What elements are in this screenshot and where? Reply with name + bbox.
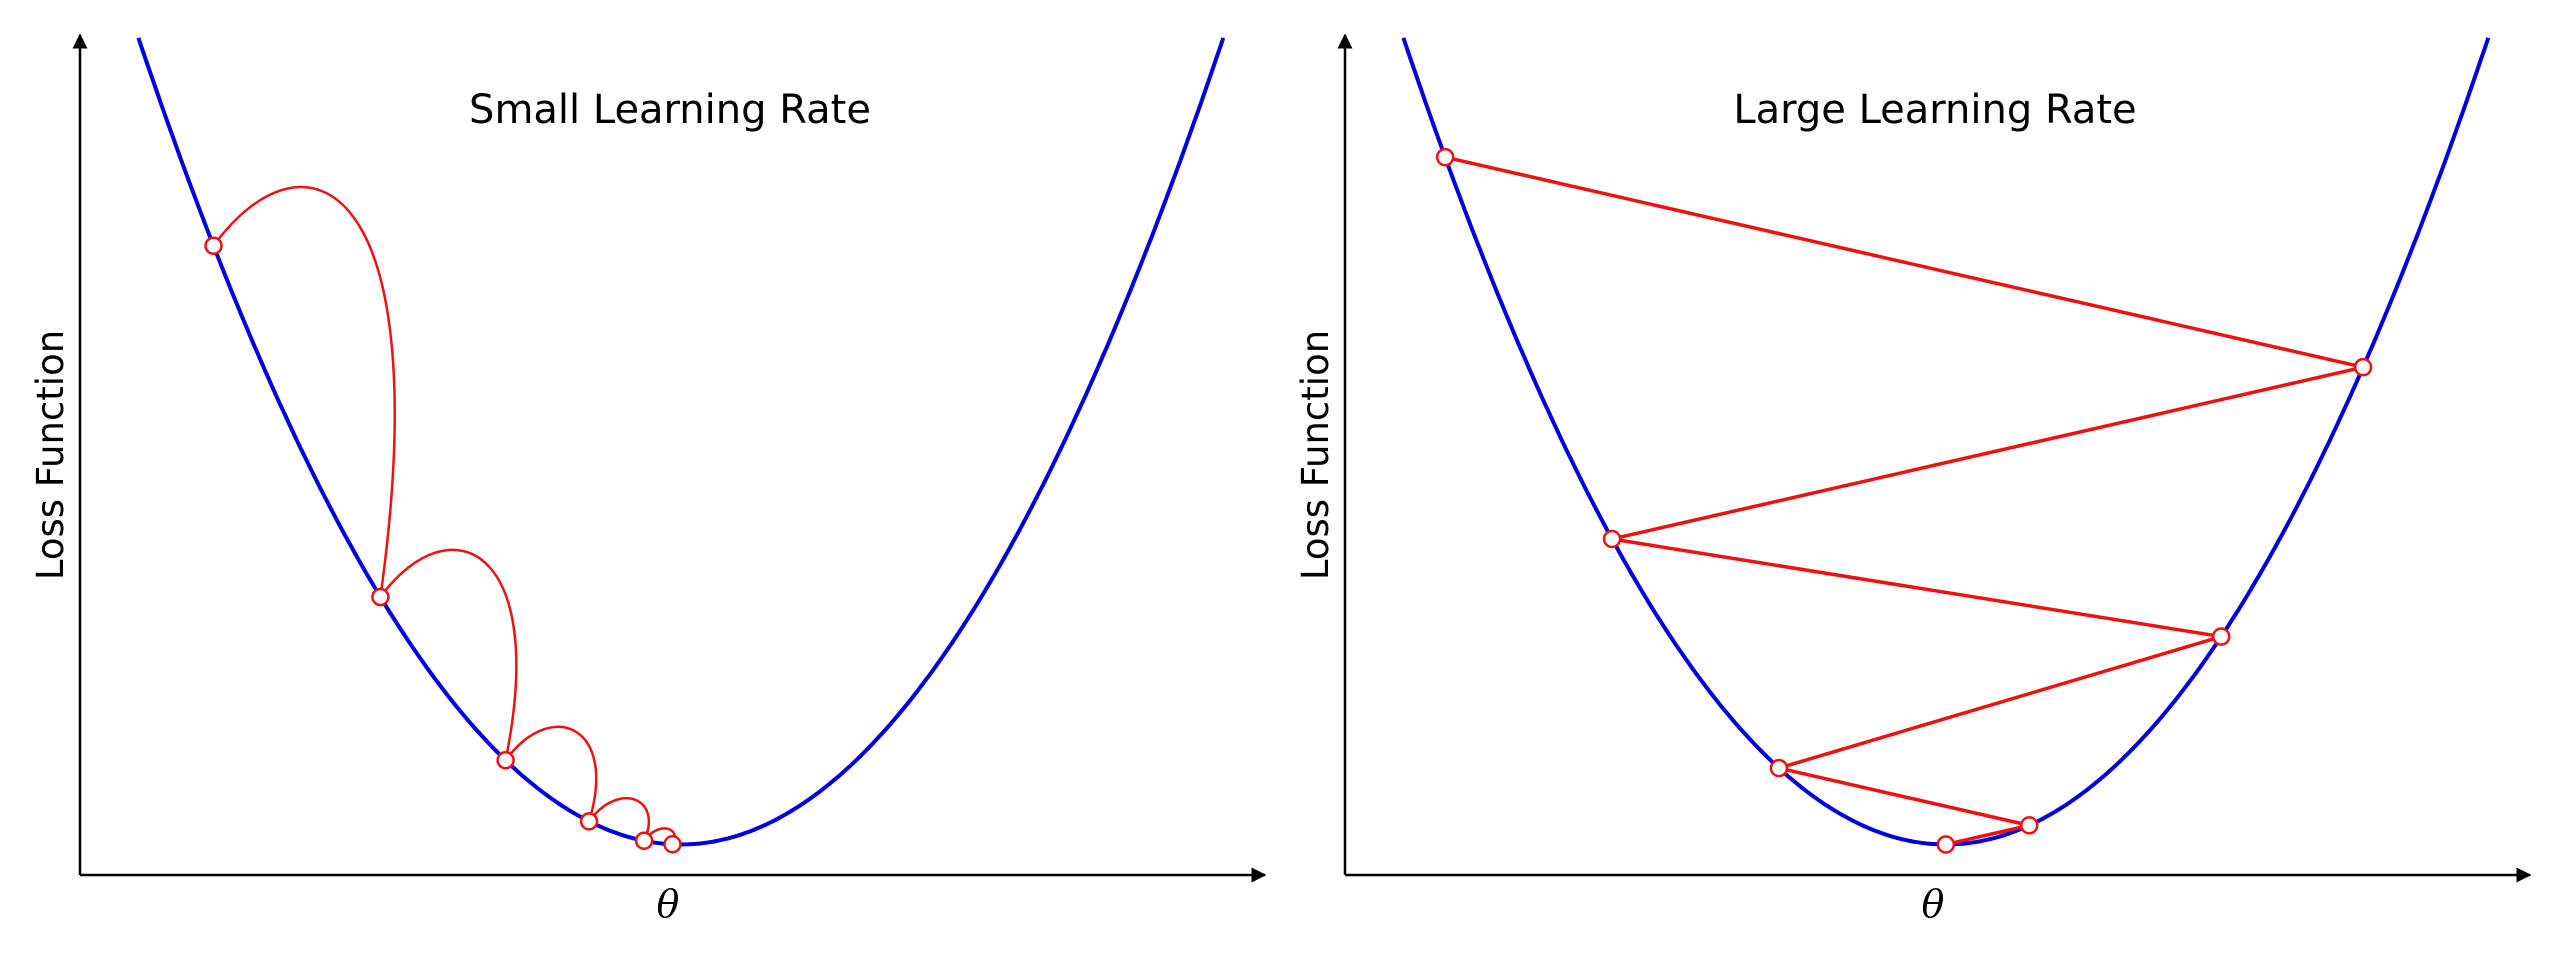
step-markers xyxy=(1435,147,2373,854)
step-marker xyxy=(204,236,223,256)
step-path xyxy=(379,548,518,761)
chart-title: Large Learning Rate xyxy=(1733,87,2136,133)
y-axis-label: Loss Function xyxy=(29,330,72,580)
chart-title: Small Learning Rate xyxy=(469,87,871,133)
step-marker xyxy=(2211,627,2231,646)
loss-curve xyxy=(1401,37,2491,847)
step-path xyxy=(1611,365,2364,541)
step-path xyxy=(1778,766,2030,828)
step-paths xyxy=(212,185,676,845)
step-path xyxy=(504,725,598,822)
step-path xyxy=(212,185,396,598)
step-marker xyxy=(496,751,515,770)
step-marker xyxy=(634,831,654,851)
step-marker xyxy=(2020,816,2039,835)
step-marker xyxy=(1602,529,1622,549)
x-axis-label: θ xyxy=(1922,882,1945,926)
step-marker xyxy=(1435,147,1455,167)
step-marker xyxy=(1936,835,1956,854)
step-path xyxy=(588,796,651,842)
chart-large-learning-rate: Large Learning Rate Loss Function θ xyxy=(1294,33,2532,926)
step-path xyxy=(1444,155,2364,369)
step-marker xyxy=(663,835,682,854)
step-marker xyxy=(579,812,599,831)
step-marker xyxy=(1769,758,1789,778)
x-axis-label: θ xyxy=(657,882,680,926)
loss-curve xyxy=(136,37,1226,847)
step-path xyxy=(1778,634,2222,770)
step-marker xyxy=(2353,357,2373,377)
chart-small-learning-rate: Small Learning Rate Loss Function θ xyxy=(29,33,1267,926)
step-paths xyxy=(1444,155,2364,847)
step-path xyxy=(1945,823,2030,847)
step-marker xyxy=(371,587,390,607)
step-path xyxy=(1611,537,2222,639)
step-markers xyxy=(204,236,682,854)
y-axis-label: Loss Function xyxy=(1294,330,1337,580)
